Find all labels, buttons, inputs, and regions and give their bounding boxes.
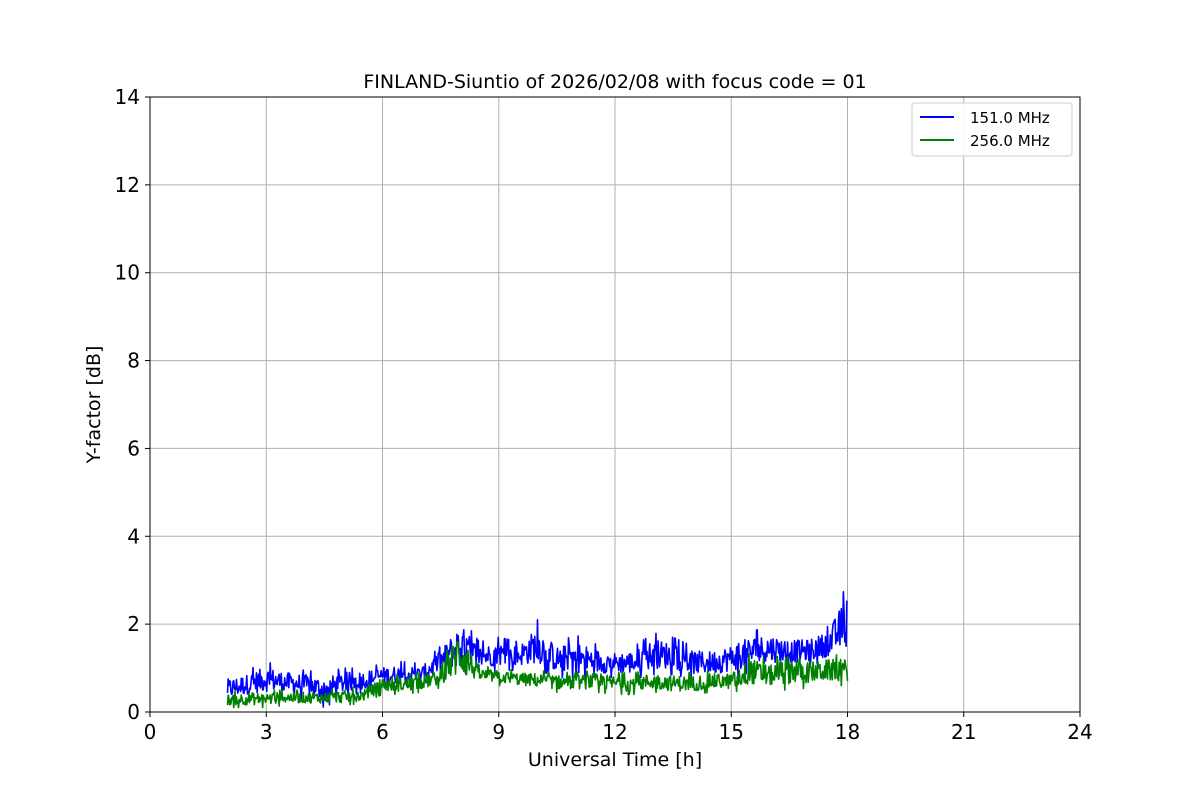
x-tick-label: 6 [376,720,389,744]
x-tick-label: 9 [492,720,505,744]
x-tick-label: 12 [602,720,627,744]
y-tick-label: 10 [115,261,140,285]
legend-label-2: 256.0 MHz [970,132,1050,150]
legend: 151.0 MHz 256.0 MHz [911,102,1073,157]
y-tick-label: 14 [115,85,140,109]
y-tick-label: 4 [127,524,140,548]
plot-series [226,590,849,709]
x-tick-label: 24 [1067,720,1092,744]
chart-title: FINLAND-Siuntio of 2026/02/08 with focus… [363,71,866,93]
series-line-2 [226,641,849,709]
y-tick-label: 0 [127,700,140,724]
legend-label-1: 151.0 MHz [970,109,1050,127]
x-axis-label: Universal Time [h] [528,749,702,771]
y-tick-label: 2 [127,612,140,636]
y-tick-label: 12 [115,173,140,197]
x-tick-label: 21 [951,720,976,744]
y-tick-label: 8 [127,349,140,373]
x-tick-label: 0 [144,720,157,744]
x-tick-label: 3 [260,720,273,744]
y-axis-label: Y-factor [dB] [83,346,105,465]
y-tick-label: 6 [127,436,140,460]
x-tick-label: 15 [719,720,744,744]
x-tick-label: 18 [835,720,860,744]
